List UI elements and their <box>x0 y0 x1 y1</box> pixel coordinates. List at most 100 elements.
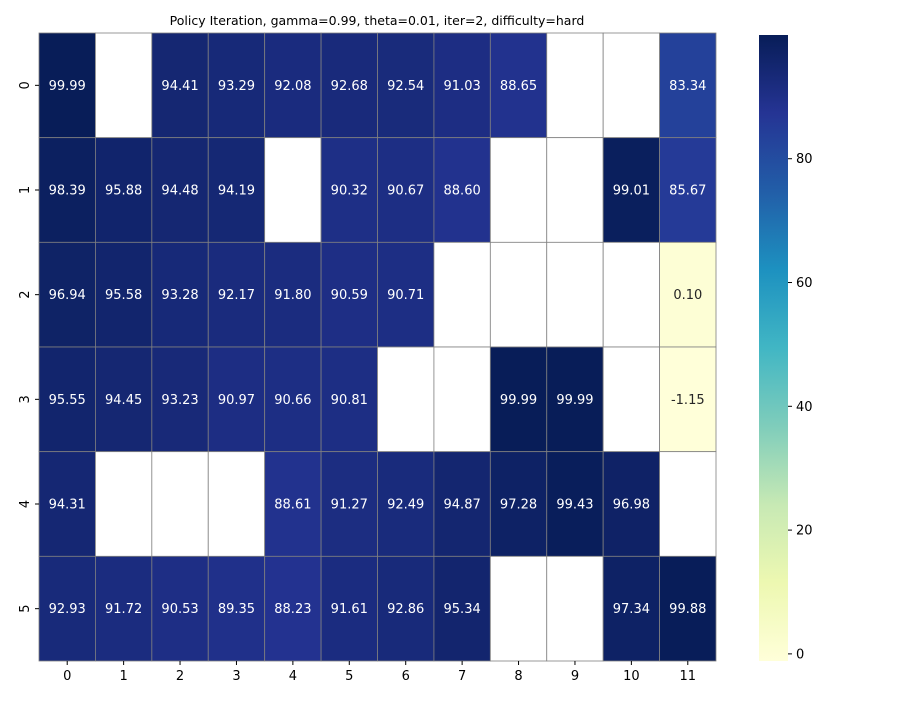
cell-value-label: 94.48 <box>161 184 198 199</box>
x-tick-label: 3 <box>232 669 240 684</box>
heatmap-cell <box>38 137 96 243</box>
heatmap-cell <box>151 555 209 662</box>
heatmap-cell <box>433 555 491 662</box>
heatmap-cell <box>264 32 322 139</box>
cell-value-label: 92.08 <box>274 79 311 94</box>
cell-value-label: 88.65 <box>500 79 537 94</box>
cell-value-label: 90.32 <box>331 184 368 199</box>
cell-value-label: 98.39 <box>49 184 86 199</box>
heatmap-cell <box>38 451 96 557</box>
cell-value-label: 88.61 <box>274 498 311 513</box>
heatmap-cell <box>264 241 322 348</box>
cell-value-label: 94.87 <box>444 498 481 513</box>
heatmap-cell <box>377 346 435 453</box>
heatmap-cell <box>38 241 96 348</box>
heatmap-cell <box>264 451 322 557</box>
heatmap-cell <box>95 32 153 139</box>
colorbar-gradient <box>759 35 788 661</box>
heatmap-cell <box>489 241 548 348</box>
heatmap-cell <box>602 451 660 557</box>
colorbar-tick-label: 80 <box>796 152 813 167</box>
heatmap-cell <box>320 32 378 139</box>
heatmap-cell <box>546 241 604 348</box>
heatmap-cell <box>264 555 322 662</box>
cell-value-label: 83.34 <box>669 79 706 94</box>
heatmap-cell <box>264 137 322 243</box>
x-tick-label: 0 <box>63 669 71 684</box>
cell-value-label: 92.54 <box>387 79 424 94</box>
x-tick-label: 2 <box>176 669 184 684</box>
heatmap-cell <box>320 451 378 557</box>
cell-value-label: 99.43 <box>556 498 593 513</box>
cell-value-label: 88.23 <box>274 602 311 617</box>
heatmap-cell <box>602 32 660 139</box>
cell-value-label: 95.55 <box>49 393 86 408</box>
cell-value-label: 91.27 <box>331 498 368 513</box>
x-tick-label: 6 <box>402 669 410 684</box>
heatmap-cell <box>602 137 660 243</box>
y-tick-label: 5 <box>18 605 33 613</box>
cell-value-label: 95.58 <box>105 288 142 303</box>
cell-value-label: 99.01 <box>613 184 650 199</box>
cell-value-label: 92.49 <box>387 498 424 513</box>
heatmap-cell <box>433 451 491 557</box>
cell-value-label: 93.23 <box>161 393 198 408</box>
heatmap-cell <box>433 346 491 453</box>
heatmap-cell <box>207 241 266 348</box>
chart-title: Policy Iteration, gamma=0.99, theta=0.01… <box>170 13 585 28</box>
heatmap-cell <box>151 32 209 139</box>
colorbar-tick-label: 60 <box>796 276 813 291</box>
heatmap-cell <box>151 241 209 348</box>
y-tick-label: 2 <box>18 291 33 299</box>
heatmap-cell <box>489 137 548 243</box>
cell-value-label: 91.80 <box>274 288 311 303</box>
heatmap-cell <box>377 137 435 243</box>
x-tick-label: 11 <box>680 669 697 684</box>
cell-value-label: 99.99 <box>500 393 537 408</box>
colorbar-tick-label: 40 <box>796 400 813 415</box>
heatmap-cell <box>659 137 717 243</box>
cell-value-label: 0.10 <box>673 288 702 303</box>
y-tick-label: 4 <box>18 500 33 508</box>
x-tick-label: 4 <box>289 669 297 684</box>
heatmap-cell <box>207 32 266 139</box>
cell-value-label: 88.60 <box>444 184 481 199</box>
cell-value-label: 97.34 <box>613 602 650 617</box>
heatmap-cell <box>659 555 717 662</box>
heatmap-cell <box>95 451 153 557</box>
cell-value-label: 97.28 <box>500 498 537 513</box>
y-tick-label: 3 <box>18 395 33 403</box>
cell-value-label: 90.66 <box>274 393 311 408</box>
colorbar: 0 20 40 60 80 <box>759 35 813 662</box>
heatmap-cell <box>546 32 604 139</box>
heatmap-cell <box>433 137 491 243</box>
heatmap-cell <box>602 241 660 348</box>
heatmap-cell <box>95 241 153 348</box>
x-tick-label: 5 <box>345 669 353 684</box>
cell-value-label: 91.03 <box>444 79 481 94</box>
heatmap-cell <box>659 346 717 453</box>
cell-value-label: 90.59 <box>331 288 368 303</box>
cell-value-label: 99.99 <box>49 79 86 94</box>
y-tick-label: 0 <box>18 81 33 89</box>
x-tick-label: 9 <box>571 669 579 684</box>
heatmap-cell <box>95 555 153 662</box>
heatmap-cell <box>377 555 435 662</box>
heatmap-cell <box>320 137 378 243</box>
heatmap-cell <box>546 451 604 557</box>
cell-value-label: 94.31 <box>49 498 86 513</box>
heatmap-cells: 99.99 94.41 93.29 92.08 92.68 92.54 91.03 88.65… <box>38 32 717 662</box>
heatmap-cell <box>659 451 717 557</box>
heatmap-cell <box>433 241 491 348</box>
cell-value-label: 94.19 <box>218 184 255 199</box>
cell-value-label: 93.28 <box>161 288 198 303</box>
cell-value-label: 90.97 <box>218 393 255 408</box>
cell-value-label: 99.99 <box>556 393 593 408</box>
cell-value-label: -1.15 <box>671 393 705 408</box>
cell-value-label: 92.86 <box>387 602 424 617</box>
cell-value-label: 90.53 <box>161 602 198 617</box>
x-tick-label: 7 <box>458 669 466 684</box>
cell-value-label: 96.98 <box>613 498 650 513</box>
